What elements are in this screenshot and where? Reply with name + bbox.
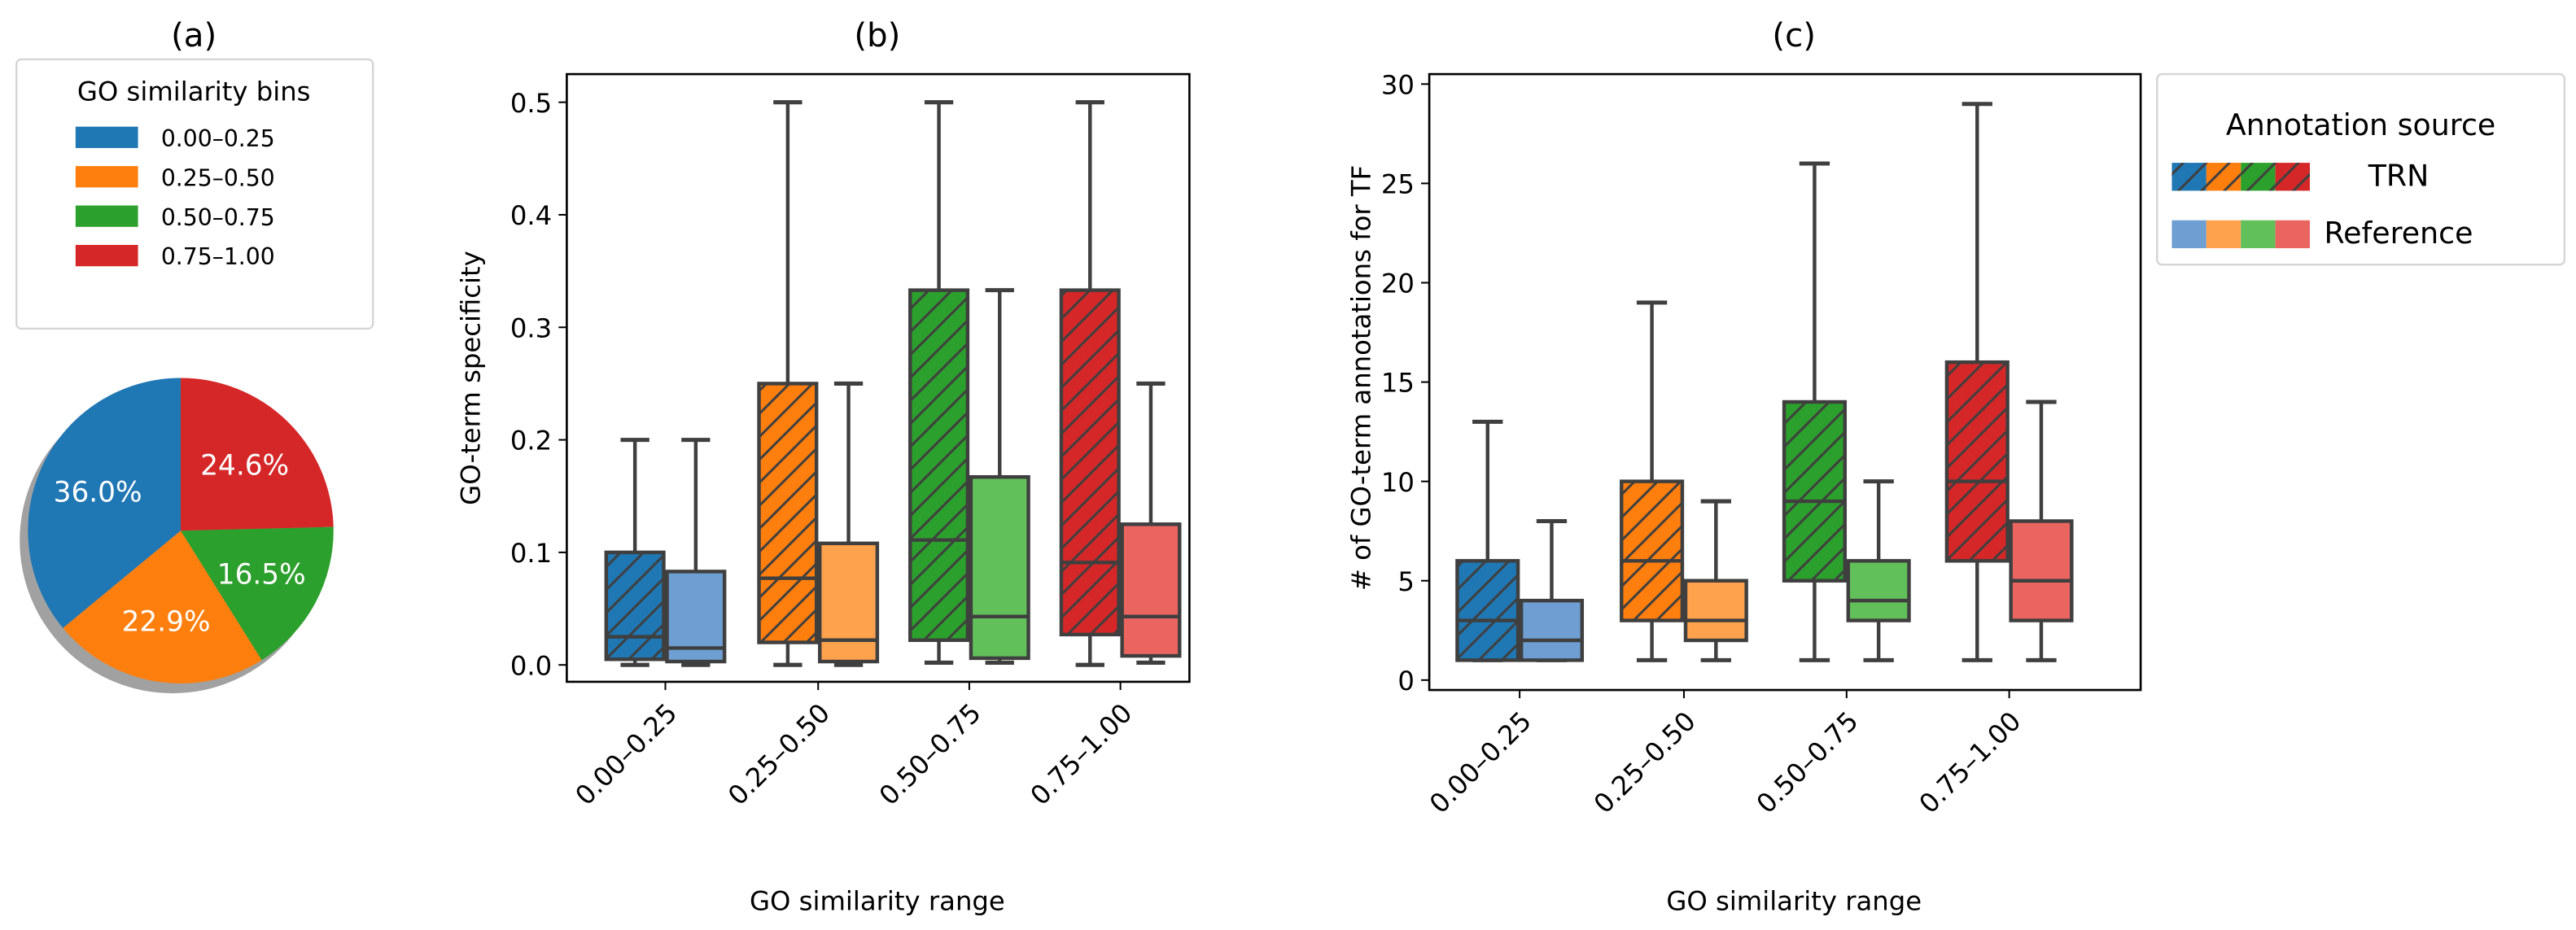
box-reference-1: [818, 541, 880, 664]
box-reference-2: [1846, 559, 1911, 622]
legend-hatch-trn-2: [2241, 163, 2276, 191]
pie-label-0: 36.0%: [54, 476, 142, 509]
pie-label-1: 22.9%: [122, 606, 211, 639]
panel-c-ylabel: # of GO-term annotations for TF: [1345, 165, 1376, 591]
legend-hatch-trn-3: [2275, 163, 2311, 191]
y-tick-label: 15: [1381, 368, 1415, 399]
annotation-legend-title: Annotation source: [2226, 107, 2495, 142]
panel-b-boxplot: 0.0 0.1 0.2 0.3 0.4 0.5 0.00–0.25 0.25–0.50 0.50…: [510, 72, 1191, 811]
legend-swatch-3: [75, 245, 138, 267]
panel-a-label: (a): [171, 16, 216, 55]
pie-slice-2: [181, 526, 334, 661]
x-tick-label: 0.50–0.75: [873, 697, 987, 811]
legend-label-reference: Reference: [2325, 216, 2473, 251]
pie-label-2: 16.5%: [217, 559, 306, 592]
y-tick-label: 0.1: [510, 538, 552, 569]
box-hatch-trn-1: [1621, 481, 1682, 621]
y-tick-label: 0.2: [510, 426, 552, 456]
legend-swatch-reference-1: [2206, 220, 2241, 249]
box-hatch-trn-3: [1061, 290, 1119, 635]
y-tick-label: 5: [1397, 566, 1415, 597]
pie-legend: GO similarity bins 0.00–0.25 0.25–0.50 0.5…: [15, 58, 374, 330]
pie-slice-0: [28, 378, 182, 628]
box-hatch-trn-1: [759, 383, 817, 643]
box-hatch-trn-0: [606, 552, 664, 660]
legend-swatch-0: [75, 126, 138, 148]
legend-label-3: 0.75–1.00: [161, 243, 275, 270]
y-tick-label: 25: [1381, 169, 1415, 200]
x-tick-label: 0.75–1.00: [1913, 705, 2027, 819]
annotation-legend-frame: [2156, 72, 2566, 266]
legend-swatch-2: [75, 205, 138, 227]
pie-legend-title: GO similarity bins: [77, 76, 311, 107]
legend-label-0: 0.00–0.25: [161, 125, 275, 152]
panel-c-boxplot: 0 5 10 15 20 25 30 0.00–0.25 0.25–0.50 0.50–0.75 0…: [1381, 69, 2142, 819]
panel-b-xlabel: GO similarity range: [750, 886, 1005, 917]
y-tick-label: 0: [1397, 666, 1415, 696]
panel-b-label: (b): [854, 16, 900, 55]
x-tick-label: 0.25–0.50: [722, 697, 836, 811]
box-reference-3: [2009, 519, 2074, 622]
pie-slice-1: [63, 530, 262, 683]
legend-swatch-reference-2: [2241, 220, 2276, 249]
legend-swatch-1: [75, 166, 138, 188]
legend-label-1: 0.25–0.50: [161, 164, 275, 191]
pie-slice-3: [181, 378, 334, 531]
legend-label-trn: TRN: [2368, 158, 2429, 193]
pie-label-3: 24.6%: [200, 450, 289, 482]
pie-chart: 36.0% 22.9%16.5% 24.6%: [20, 378, 334, 694]
x-tick-label: 0.75–1.00: [1024, 697, 1138, 811]
y-tick-label: 30: [1381, 69, 1415, 100]
legend-swatch-reference-3: [2275, 220, 2311, 249]
box-reference-3: [1120, 522, 1182, 658]
legend-hatch-trn-1: [2206, 163, 2241, 191]
panel-b-ylabel: GO-term specificity: [455, 251, 486, 505]
y-tick-label: 0.0: [510, 650, 552, 681]
box-reference-1: [1683, 579, 1748, 643]
legend-hatch-trn-0: [2171, 163, 2206, 191]
y-tick-label: 0.5: [510, 88, 552, 119]
box-reference-2: [969, 475, 1030, 661]
box-hatch-trn-0: [1457, 561, 1519, 661]
y-tick-label: 0.3: [510, 312, 552, 343]
y-tick-label: 0.4: [510, 200, 552, 231]
box-hatch-trn-3: [1946, 362, 2008, 561]
x-tick-label: 0.00–0.25: [1424, 705, 1537, 819]
box-hatch-trn-2: [1784, 401, 1845, 581]
y-tick-label: 10: [1381, 467, 1415, 498]
axes-frame: [566, 72, 1191, 683]
legend-label-2: 0.50–0.75: [161, 204, 275, 231]
box-hatch-trn-2: [910, 290, 968, 640]
legend-swatch-reference-0: [2171, 220, 2206, 249]
x-tick-label: 0.25–0.50: [1588, 705, 1702, 819]
box-reference-0: [1519, 598, 1585, 662]
panel-c-label: (c): [1772, 16, 1816, 55]
annotation-source-legend: Annotation source TRN Reference: [2156, 72, 2566, 266]
x-tick-label: 0.00–0.25: [569, 697, 683, 811]
panel-c-xlabel: GO similarity range: [1666, 886, 1922, 917]
x-tick-label: 0.50–0.75: [1751, 705, 1865, 819]
y-tick-label: 20: [1381, 269, 1415, 299]
